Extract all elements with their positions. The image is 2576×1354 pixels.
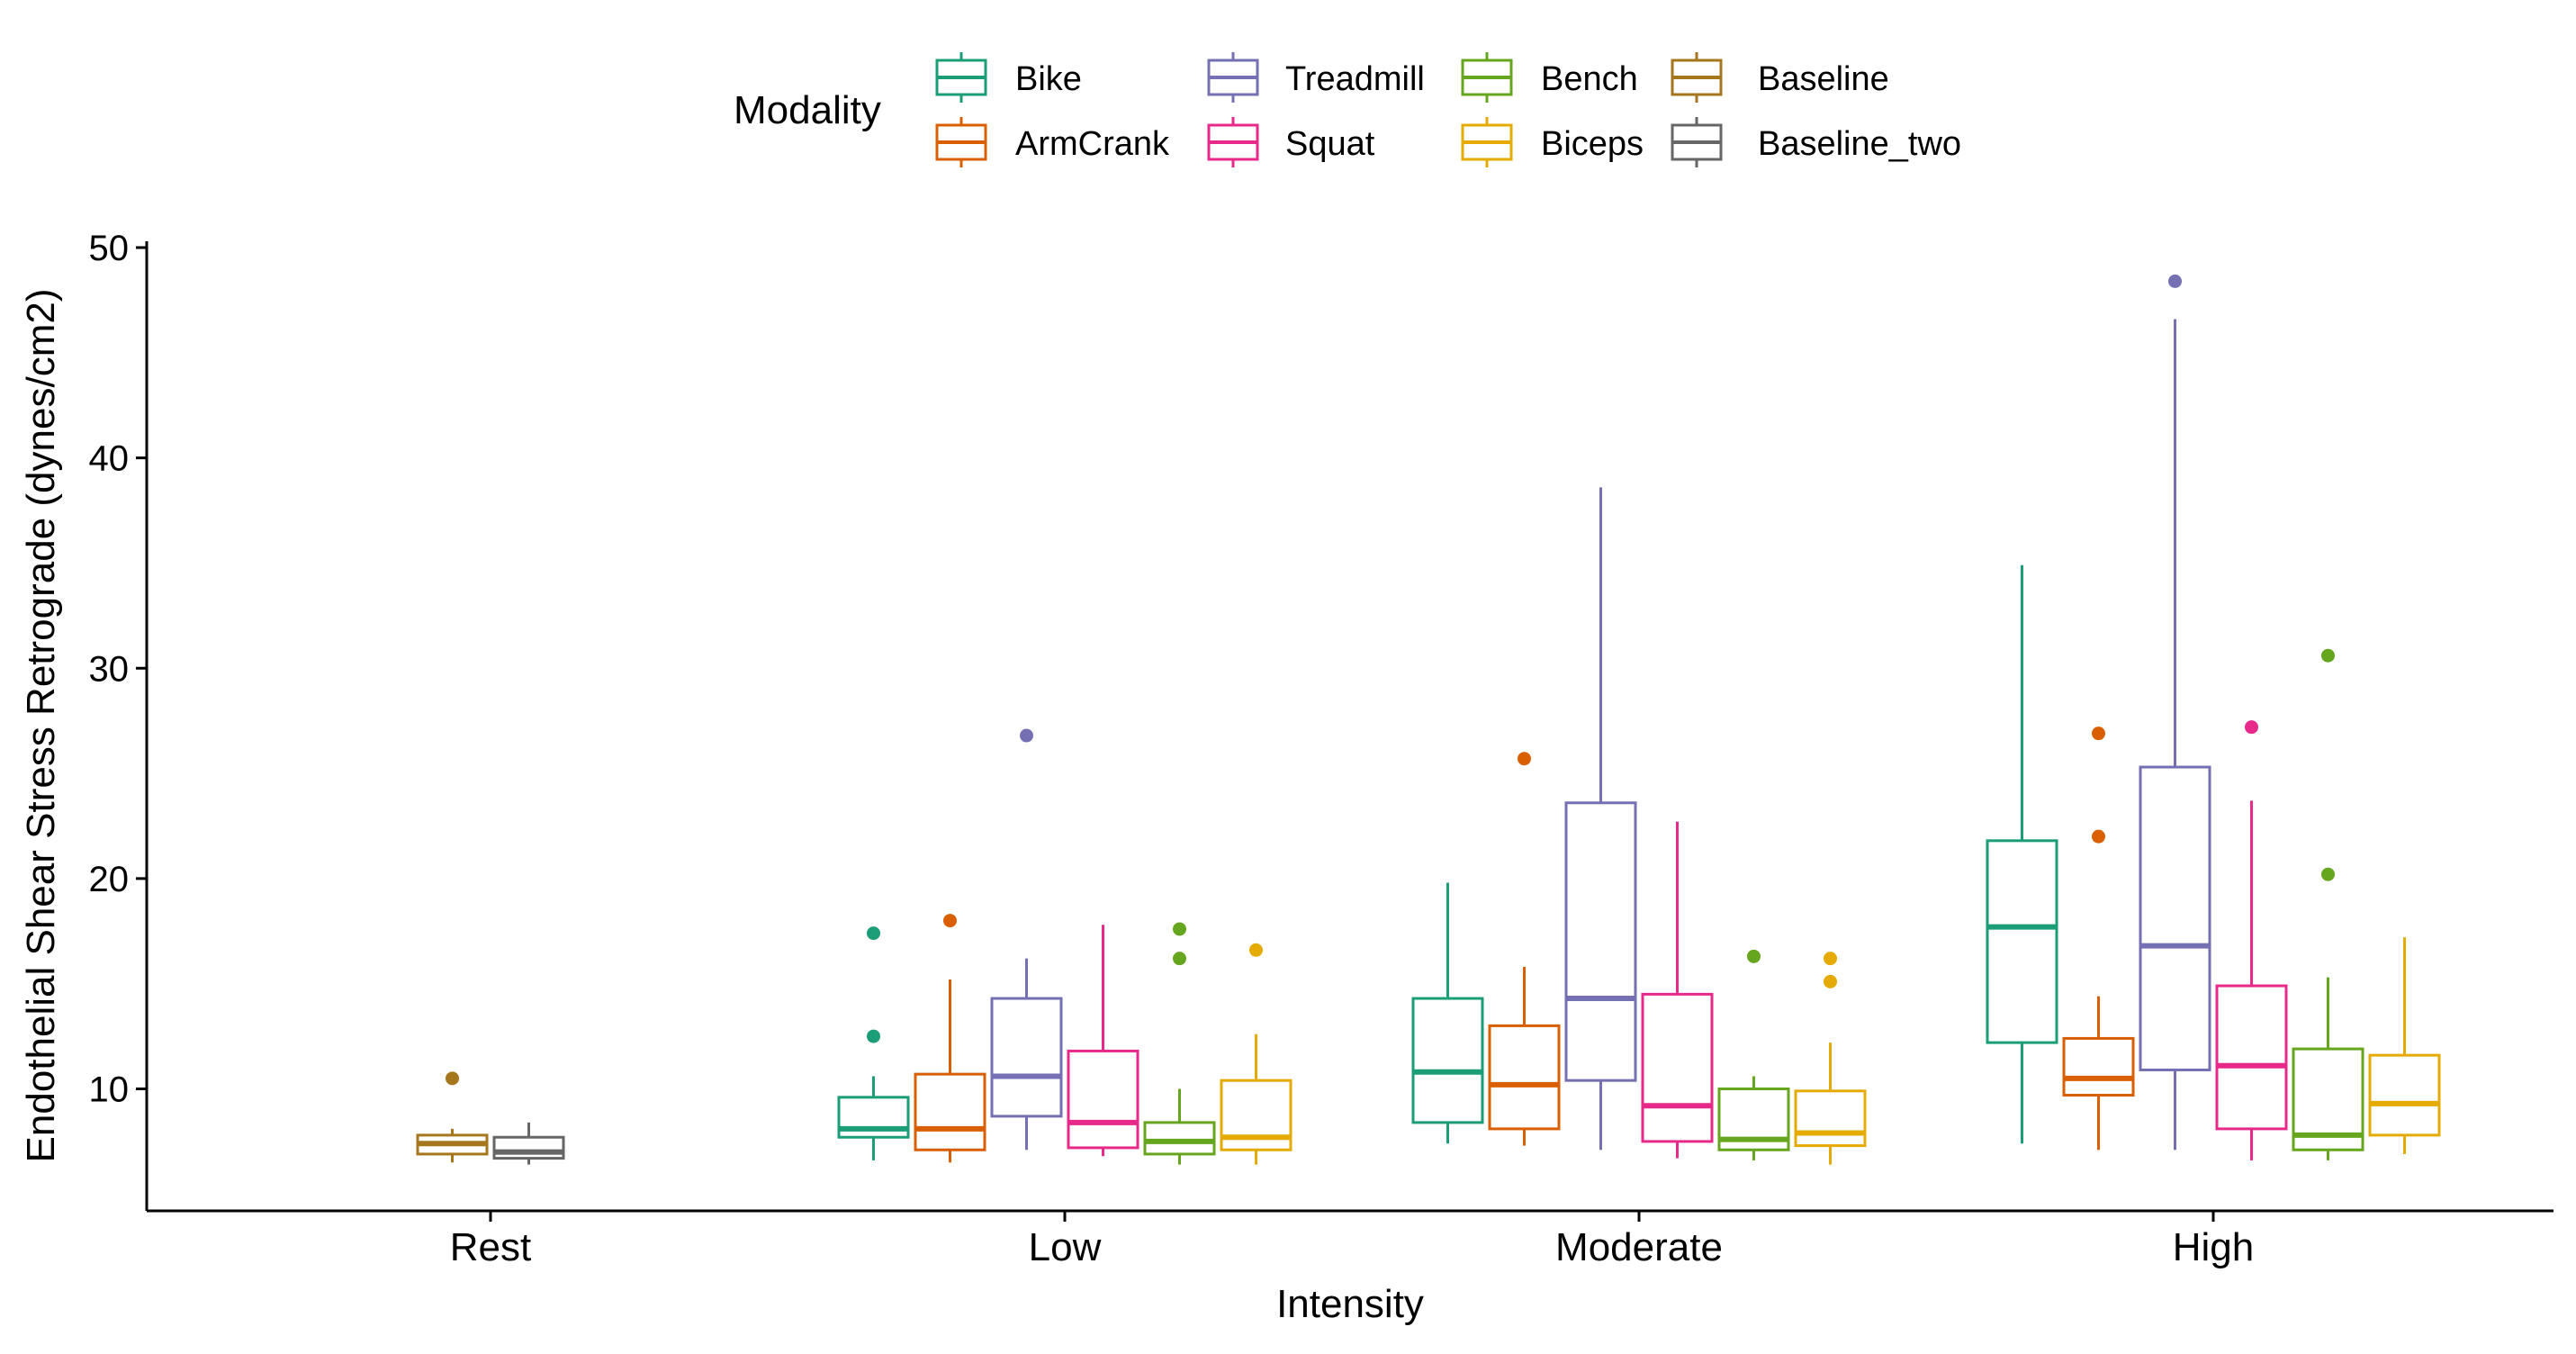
x-tick-label: Rest: [450, 1225, 531, 1269]
box-iqr: [1488, 1024, 1561, 1131]
x-tick-label: Low: [1029, 1225, 1102, 1269]
box-iqr: [1067, 1049, 1139, 1150]
legend-item-squat: Squat: [1207, 117, 1375, 167]
box-moderate-biceps: [1794, 952, 1867, 1165]
box-low-squat: [1067, 925, 1139, 1157]
legend-label: Squat: [1285, 125, 1375, 163]
box-low-armcrank: [914, 914, 986, 1163]
box-iqr: [1986, 839, 2058, 1044]
outlier-point: [943, 914, 957, 928]
y-axis-label: Endothelial Shear Stress Retrograde (dyn…: [19, 289, 63, 1163]
outlier-point: [1173, 952, 1186, 966]
outlier-point: [2245, 720, 2258, 735]
x-axis-label: Intensity: [1276, 1282, 1424, 1326]
box-high-squat: [2215, 720, 2288, 1160]
outlier-point: [1824, 974, 1837, 988]
box-iqr: [2139, 765, 2211, 1071]
outlier-point: [2092, 829, 2105, 844]
outlier-point: [1747, 949, 1761, 963]
box-iqr: [2062, 1036, 2135, 1097]
legend-item-biceps: Biceps: [1461, 117, 1644, 167]
box-iqr: [990, 997, 1063, 1118]
box-moderate-armcrank: [1488, 752, 1561, 1146]
outlier-point: [1020, 728, 1033, 743]
outlier-point: [2168, 274, 2182, 288]
outlier-point: [2092, 727, 2105, 741]
legend-title: Modality: [734, 88, 881, 132]
outlier-point: [1824, 952, 1837, 966]
box-high-bench: [2292, 648, 2364, 1160]
box-iqr: [2368, 1053, 2441, 1137]
boxes: [416, 274, 2441, 1165]
outlier-point: [1518, 752, 1531, 766]
x-ticks: Rest Low Moderate High: [450, 1211, 2254, 1269]
y-ticks: 10 20 30 40 50: [89, 229, 147, 1109]
legend-item-baseline-two: Baseline_two: [1671, 117, 1961, 167]
legend: Modality Bike ArmCrank Treadmill Squat Bench…: [734, 52, 1961, 167]
outlier-point: [446, 1071, 459, 1086]
outlier-point: [1173, 922, 1186, 936]
legend-label: Bench: [1541, 60, 1638, 98]
box-iqr: [1143, 1121, 1216, 1156]
y-tick-label: 40: [89, 439, 130, 479]
box-high-treadmill: [2139, 274, 2211, 1151]
legend-item-armcrank: ArmCrank: [935, 117, 1170, 167]
outlier-point: [2321, 867, 2335, 881]
box-iqr: [492, 1135, 565, 1160]
legend-item-treadmill: Treadmill: [1207, 52, 1425, 103]
box-moderate-treadmill: [1564, 487, 1637, 1151]
box-low-bench: [1143, 922, 1216, 1165]
outlier-point: [2321, 648, 2335, 663]
legend-label: Treadmill: [1285, 60, 1425, 98]
legend-item-baseline: Baseline: [1671, 52, 1889, 103]
box-iqr: [1411, 997, 1484, 1124]
y-tick-label: 30: [89, 649, 130, 689]
box-rest-baseline-two: [492, 1122, 565, 1165]
x-tick-label: Moderate: [1555, 1225, 1723, 1269]
box-moderate-squat: [1641, 821, 1714, 1159]
box-high-biceps: [2368, 937, 2441, 1154]
box-iqr: [1564, 801, 1637, 1082]
y-tick-label: 20: [89, 860, 130, 899]
box-high-bike: [1986, 564, 2058, 1144]
axes: 10 20 30 40 50 Rest Low Moderate High: [89, 229, 2553, 1269]
box-low-treadmill: [990, 728, 1063, 1151]
box-moderate-bike: [1411, 882, 1484, 1144]
box-rest-baseline: [416, 1071, 489, 1163]
outlier-point: [1249, 943, 1263, 957]
legend-label: Biceps: [1541, 125, 1644, 163]
outlier-point: [867, 926, 880, 941]
box-iqr: [914, 1072, 986, 1151]
legend-label: Bike: [1015, 60, 1082, 98]
outlier-point: [867, 1029, 880, 1043]
legend-label: Baseline: [1758, 60, 1889, 98]
box-iqr: [1794, 1089, 1867, 1148]
box-high-armcrank: [2062, 727, 2135, 1151]
legend-label: ArmCrank: [1015, 125, 1170, 163]
x-tick-label: High: [2173, 1225, 2255, 1269]
legend-label: Baseline_two: [1758, 125, 1961, 163]
legend-item-bench: Bench: [1461, 52, 1638, 103]
legend-items: Bike ArmCrank Treadmill Squat Bench Biceps Bas…: [935, 52, 1961, 167]
box-iqr: [2215, 984, 2288, 1131]
y-tick-label: 50: [89, 229, 130, 268]
box-low-bike: [837, 926, 910, 1160]
box-low-biceps: [1220, 943, 1293, 1165]
y-tick-label: 10: [89, 1070, 130, 1109]
box-moderate-bench: [1717, 949, 1790, 1160]
box-iqr: [1641, 992, 1714, 1143]
legend-item-bike: Bike: [935, 52, 1082, 103]
